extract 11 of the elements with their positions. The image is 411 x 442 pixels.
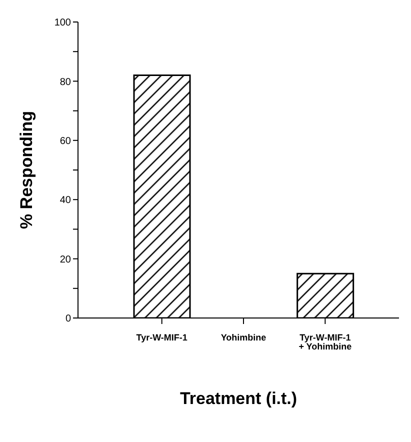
y-axis-title: % Responding (17, 110, 36, 230)
y-tick-label: 80 (60, 76, 72, 88)
y-tick-label: 100 (54, 18, 72, 29)
y-tick-label: 60 (60, 136, 72, 147)
y-tick-label: 20 (60, 254, 72, 266)
x-tick-label: Yohimbine (220, 332, 266, 342)
y-tick-label: 40 (60, 195, 72, 206)
y-tick-label: 0 (65, 314, 72, 325)
x-tick-label: Tyr-W-MIF-1 (136, 332, 188, 342)
x-tick-label: Tyr-W-MIF-1 + Yohimbine (298, 332, 352, 352)
x-axis-title: Treatment (i.t.) (180, 389, 298, 408)
